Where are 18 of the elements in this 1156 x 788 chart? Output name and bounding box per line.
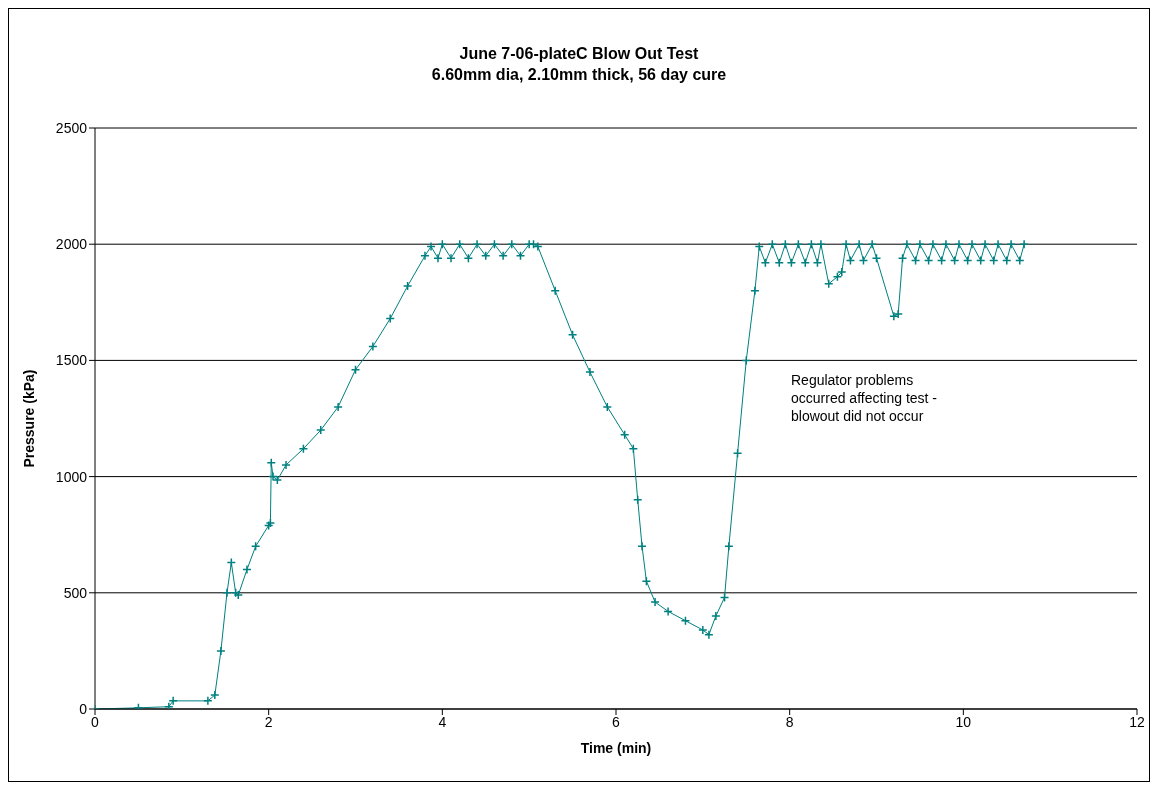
x-tick-label: 10	[955, 713, 972, 730]
y-tick-label: 2000	[55, 236, 88, 253]
y-tick-label: 500	[63, 584, 88, 601]
y-tick-label: 2500	[55, 119, 88, 136]
x-tick-label: 8	[785, 713, 794, 730]
chart-subtitle: 6.60mm dia, 2.10mm thick, 56 day cure	[430, 65, 728, 85]
chart-title: June 7-06-plateC Blow Out Test	[458, 44, 700, 64]
x-tick-label: 0	[91, 713, 100, 730]
y-tick-label: 1000	[55, 468, 88, 485]
x-tick-label: 2	[264, 713, 273, 730]
annotation: Regulator problems occurred affecting test - blowout did not occur	[791, 371, 939, 425]
x-tick-label: 4	[438, 713, 447, 730]
y-tick-label: 0	[79, 700, 88, 717]
x-tick-label: 12	[1129, 713, 1145, 730]
x-tick-label: 6	[612, 713, 621, 730]
x-axis-title: Time (min)	[580, 740, 652, 756]
y-tick-label: 1500	[55, 352, 88, 369]
y-axis-title: Pressure (kPa)	[20, 369, 37, 468]
